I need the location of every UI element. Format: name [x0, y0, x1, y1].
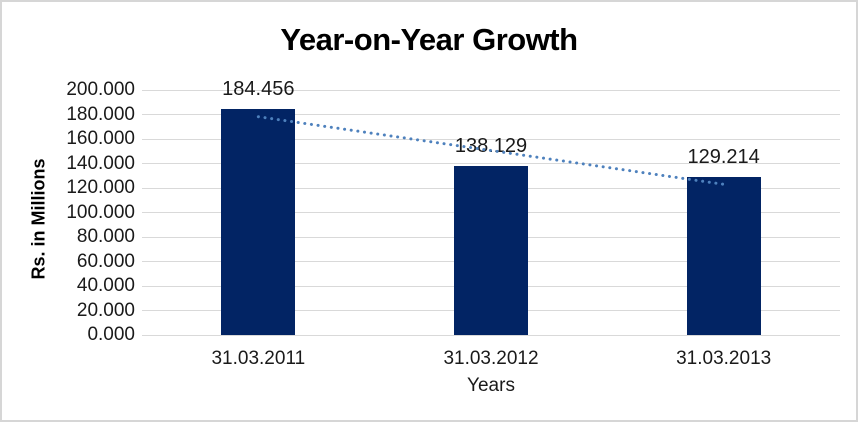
- data-label: 129.214: [687, 145, 760, 168]
- y-tick-label: 80.000: [76, 226, 135, 247]
- y-tick-label: 0.000: [87, 324, 135, 345]
- x-tick-label: 31.03.2012: [443, 348, 539, 369]
- gridline: [142, 138, 840, 140]
- chart-title: Year-on-Year Growth: [280, 22, 578, 57]
- x-tick-label: 31.03.2011: [211, 348, 306, 369]
- y-tick-label: 60.000: [76, 250, 135, 272]
- gridline: [142, 163, 840, 164]
- y-tick-label: 200.000: [66, 79, 135, 100]
- data-label: 184.456: [222, 78, 295, 101]
- y-tick-label: 160.000: [66, 128, 135, 149]
- gridline: [142, 114, 840, 115]
- gridline: [142, 89, 840, 91]
- plot-area: 184.456 138.129 129.214: [142, 78, 840, 336]
- bar-31.03.2013: [686, 176, 761, 335]
- bar-31.03.2011: [221, 109, 296, 335]
- x-axis-title: Years: [467, 375, 515, 396]
- bar-31.03.2012: [454, 165, 528, 335]
- trendline: [256, 115, 726, 186]
- x-tick-label: 31.03.2013: [676, 348, 772, 369]
- gridline: [142, 334, 840, 336]
- y-tick-label: 180.000: [66, 103, 135, 125]
- y-tick-label: 20.000: [76, 299, 135, 321]
- y-tick-label: 140.000: [66, 152, 135, 174]
- y-tick-label: 40.000: [76, 275, 135, 296]
- y-tick-label: 120.000: [66, 177, 135, 198]
- y-tick-label: 100.000: [66, 201, 135, 223]
- data-label: 138.129: [454, 134, 528, 157]
